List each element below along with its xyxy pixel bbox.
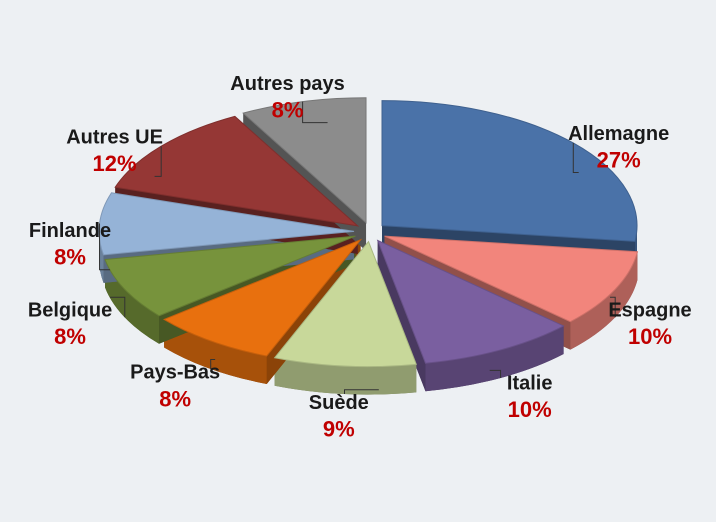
slice-rim	[164, 319, 267, 384]
category-label: Italie	[507, 373, 553, 395]
leader-line	[302, 101, 328, 124]
value-label: 10%	[508, 397, 552, 422]
leader-line	[489, 369, 502, 378]
value-label: 9%	[323, 417, 355, 442]
leader-line	[110, 296, 126, 318]
category-label: Suède	[309, 392, 369, 414]
slice	[376, 239, 565, 364]
leader-line	[610, 296, 616, 318]
category-label: Autres pays	[230, 73, 345, 95]
leader-line	[154, 146, 162, 177]
slice-rim	[425, 325, 564, 392]
value-label: 10%	[628, 324, 672, 349]
value-label: 12%	[93, 151, 137, 176]
slice	[242, 97, 367, 224]
category-label: Espagne	[608, 299, 691, 321]
value-label: 27%	[597, 147, 641, 172]
leader-line	[99, 223, 110, 271]
value-label: 8%	[54, 245, 86, 270]
slice	[384, 235, 639, 323]
slice-rim	[105, 259, 160, 344]
slice-rim	[570, 251, 638, 350]
category-label: Pays-Bas	[130, 362, 220, 384]
slice	[273, 240, 417, 368]
value-label: 8%	[54, 324, 86, 349]
slice-rim	[274, 357, 417, 395]
slice-wall	[377, 240, 426, 392]
category-label: Autres UE	[66, 127, 163, 149]
category-label: Finlande	[29, 220, 111, 242]
value-label: 8%	[272, 97, 304, 122]
category-label: Belgique	[28, 299, 112, 321]
slice	[162, 238, 363, 357]
value-label: 8%	[159, 386, 191, 411]
slice	[104, 235, 356, 317]
leader-line	[210, 358, 216, 369]
leader-line	[572, 142, 579, 174]
category-label: Allemagne	[568, 123, 669, 145]
leader-line	[343, 389, 379, 395]
